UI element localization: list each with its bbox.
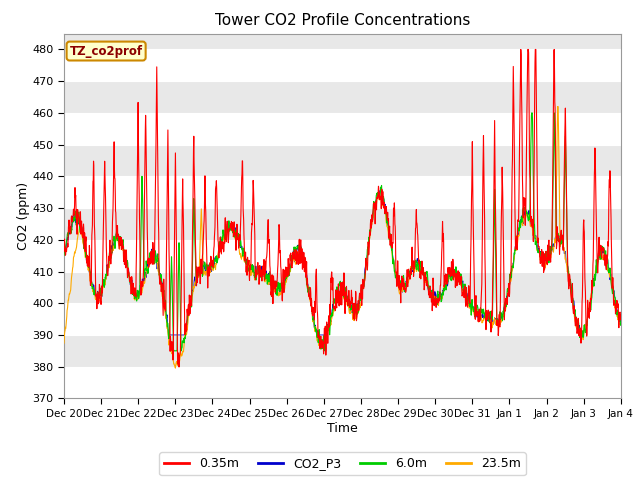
X-axis label: Time: Time	[327, 421, 358, 434]
Bar	[64, 208, 621, 240]
Bar	[64, 144, 621, 176]
Title: Tower CO2 Profile Concentrations: Tower CO2 Profile Concentrations	[214, 13, 470, 28]
Y-axis label: CO2 (ppm): CO2 (ppm)	[17, 182, 29, 250]
Bar	[64, 303, 621, 335]
Bar	[64, 335, 621, 367]
Text: TZ_co2prof: TZ_co2prof	[70, 45, 143, 58]
Bar	[64, 176, 621, 208]
Bar	[64, 113, 621, 144]
Legend: 0.35m, CO2_P3, 6.0m, 23.5m: 0.35m, CO2_P3, 6.0m, 23.5m	[159, 452, 525, 475]
Bar	[64, 240, 621, 272]
Bar	[64, 367, 621, 398]
Bar	[64, 272, 621, 303]
Bar	[64, 49, 621, 81]
Bar	[64, 81, 621, 113]
